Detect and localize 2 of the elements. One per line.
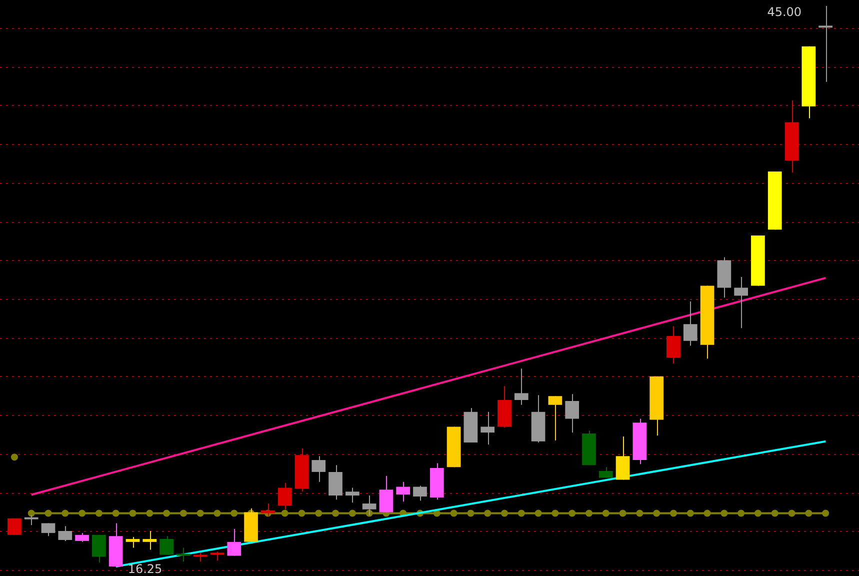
annotation: 45.00 bbox=[767, 5, 802, 20]
annotation: 16.25 bbox=[128, 562, 162, 576]
